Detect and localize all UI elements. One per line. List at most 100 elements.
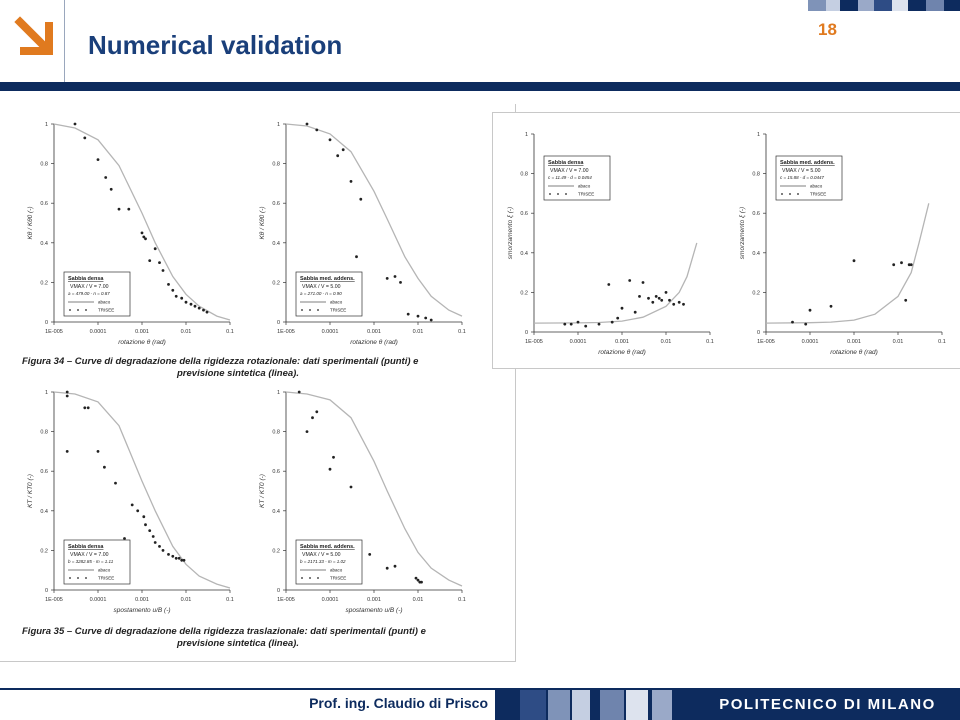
arrow-icon bbox=[14, 16, 53, 55]
data-point bbox=[682, 302, 685, 306]
chart-rotational-stiffness-dense: 0 0.2 0.4 0.6 0.8 1 1E-005 0.0001 0.001 0.01 0.1 ro… bbox=[27, 122, 234, 346]
data-point bbox=[393, 275, 397, 278]
y-axis-label: Kθ / Kθ0 (-) bbox=[27, 206, 34, 239]
data-point bbox=[651, 300, 655, 304]
x-tick-label: 0.0001 bbox=[322, 329, 339, 335]
legend-params: c = 11.49 - d = 0.0454 bbox=[548, 175, 592, 180]
data-point bbox=[161, 269, 165, 272]
slide-header: Numerical validation 18 bbox=[0, 0, 960, 82]
data-point bbox=[416, 578, 420, 582]
data-point bbox=[620, 306, 624, 310]
data-point bbox=[189, 302, 193, 306]
data-point bbox=[668, 298, 671, 302]
y-tick-label: 0.2 bbox=[40, 548, 48, 554]
y-tick-label: 0 bbox=[525, 330, 528, 336]
data-point bbox=[664, 291, 668, 294]
x-tick-label: 1E-005 bbox=[45, 597, 63, 603]
data-point bbox=[86, 406, 90, 410]
data-point bbox=[205, 310, 209, 314]
footer-decor-square bbox=[652, 690, 672, 720]
footer-decor-square bbox=[548, 690, 570, 720]
y-axis-label: KT / KT0 (-) bbox=[259, 474, 266, 508]
legend-box bbox=[63, 271, 131, 317]
data-point bbox=[109, 187, 113, 191]
y-tick-label: 0.8 bbox=[272, 430, 280, 436]
data-point bbox=[73, 122, 77, 126]
data-point bbox=[297, 390, 301, 394]
data-point bbox=[197, 306, 201, 310]
data-point bbox=[130, 503, 134, 507]
legend-ratio: VMAX / V = 7.00 bbox=[550, 168, 589, 174]
data-point bbox=[65, 394, 69, 398]
data-point bbox=[167, 553, 170, 556]
legend-line-label: abaco bbox=[578, 184, 591, 189]
data-point bbox=[677, 300, 681, 304]
data-point bbox=[429, 318, 433, 322]
x-tick-label: 0.001 bbox=[135, 597, 149, 603]
series-line-abaco bbox=[285, 391, 463, 587]
x-tick-label: 0.1 bbox=[226, 329, 234, 335]
series-line-abaco bbox=[533, 242, 698, 324]
y-tick-label: 0.4 bbox=[272, 241, 280, 247]
y-tick-label: 0.2 bbox=[520, 290, 528, 296]
y-axis-label: Kθ / Kθ0 (-) bbox=[259, 206, 266, 239]
chart-rotational-stiffness-medium: 0 0.2 0.4 0.6 0.8 1 1E-005 0.0001 0.001 0.01 0.1 ro… bbox=[259, 122, 466, 346]
legend-points-label: TRISEE bbox=[330, 308, 346, 313]
x-tick-label: 0.01 bbox=[893, 339, 904, 345]
y-tick-label: 0 bbox=[45, 588, 48, 594]
legend-point-sample bbox=[85, 577, 87, 579]
data-point bbox=[399, 281, 402, 284]
legend-point-sample bbox=[549, 193, 551, 195]
legend-point-sample bbox=[317, 309, 319, 311]
legend-points-label: TRISEE bbox=[98, 576, 114, 581]
data-point bbox=[907, 263, 911, 267]
data-point bbox=[829, 304, 833, 308]
y-tick-label: 0 bbox=[45, 320, 48, 326]
x-tick-label: 0.1 bbox=[458, 597, 466, 603]
legend-title: Sabbia densa bbox=[68, 544, 104, 550]
y-tick-label: 0.6 bbox=[40, 469, 48, 475]
data-point bbox=[153, 541, 157, 544]
footer-decor-square bbox=[520, 690, 546, 720]
author-name: Prof. ing. Claudio di Prisco bbox=[309, 695, 488, 711]
y-tick-label: 0.6 bbox=[40, 201, 48, 207]
polimi-arrow-logo bbox=[0, 0, 64, 80]
figure-34-caption-line2: previsione sintetica (linea). bbox=[177, 368, 299, 379]
y-tick-label: 0.4 bbox=[40, 241, 48, 247]
y-tick-label: 0.2 bbox=[752, 290, 760, 296]
x-tick-label: 0.001 bbox=[847, 339, 861, 345]
y-tick-label: 1 bbox=[525, 132, 528, 138]
x-axis-label: spostamento u/B (-) bbox=[345, 607, 402, 614]
data-point bbox=[597, 322, 601, 326]
x-tick-label: 0.1 bbox=[938, 339, 946, 345]
legend-params: b = 3282.85 - m = 1.11 bbox=[68, 559, 114, 564]
data-point bbox=[315, 128, 319, 132]
x-tick-label: 0.01 bbox=[181, 597, 192, 603]
data-point bbox=[909, 263, 913, 267]
y-tick-label: 0.6 bbox=[520, 211, 528, 217]
data-point bbox=[616, 316, 620, 320]
legend-points-label: TRISEE bbox=[330, 576, 346, 581]
y-tick-label: 1 bbox=[277, 390, 280, 396]
chart-damping-dense: 0 0.2 0.4 0.6 0.8 1 1E-005 0.0001 0.001 0.01 0.1 ro… bbox=[507, 132, 714, 356]
y-tick-label: 1 bbox=[45, 390, 48, 396]
legend-params: b = 2171.33 - m = 1.02 bbox=[300, 559, 346, 564]
chart-translational-stiffness-dense: 0 0.2 0.4 0.6 0.8 1 1E-005 0.0001 0.001 0.01 0.1 sp… bbox=[27, 390, 234, 614]
legend-point-sample bbox=[317, 577, 319, 579]
data-point bbox=[305, 430, 309, 433]
data-point bbox=[127, 207, 131, 211]
legend-ratio: VMAX / V = 7.00 bbox=[70, 552, 109, 558]
data-point bbox=[672, 302, 676, 306]
x-tick-label: 0.0001 bbox=[322, 597, 339, 603]
data-point bbox=[117, 207, 121, 211]
legend-line-label: abaco bbox=[98, 300, 111, 305]
data-point bbox=[808, 308, 812, 312]
figure-35-caption: Figura 35 – Curve di degradazione della … bbox=[22, 626, 492, 650]
data-point bbox=[791, 320, 794, 324]
page-number: 18 bbox=[818, 20, 837, 39]
data-point bbox=[151, 535, 155, 538]
data-point bbox=[414, 576, 418, 580]
y-tick-label: 0.4 bbox=[272, 509, 280, 515]
legend-point-sample bbox=[797, 193, 799, 195]
data-point bbox=[607, 283, 611, 286]
